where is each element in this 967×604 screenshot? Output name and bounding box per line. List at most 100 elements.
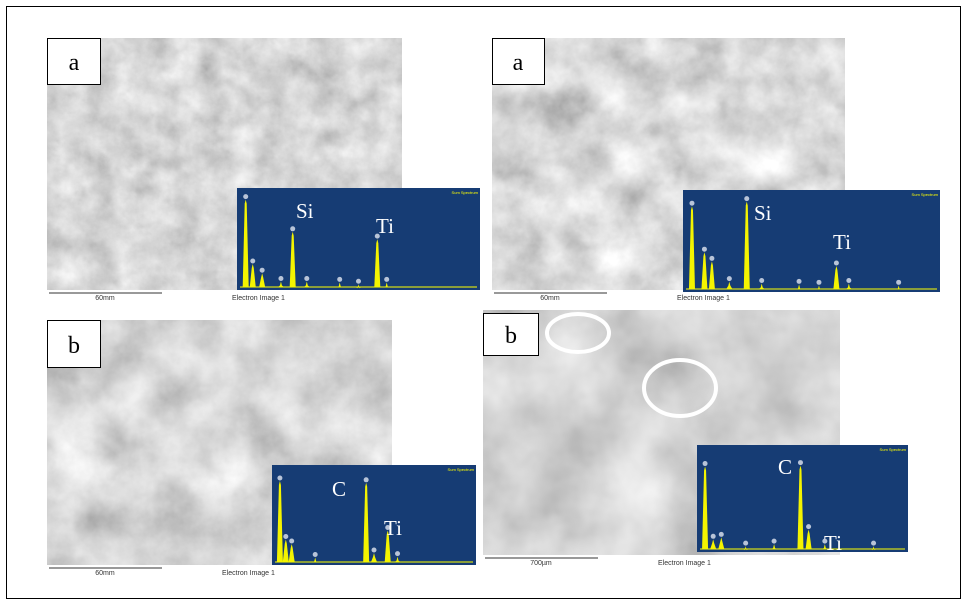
spectrum-peak xyxy=(303,281,310,287)
spectrum-peak xyxy=(821,544,828,549)
spectrum-peak xyxy=(870,546,877,551)
label-box xyxy=(47,38,101,85)
spectrum-peak xyxy=(805,529,812,549)
element-label: Ti xyxy=(384,516,402,540)
spectrum-peak xyxy=(289,231,296,287)
spectrum-peak xyxy=(895,285,902,290)
spectrum-plot xyxy=(683,190,940,292)
element-label: Ti xyxy=(833,230,851,254)
peak-marker xyxy=(312,552,318,557)
peak-marker xyxy=(701,246,707,252)
spectrum-peak xyxy=(384,530,391,562)
peak-marker xyxy=(395,551,401,557)
peak-marker xyxy=(718,531,724,537)
peak-marker xyxy=(702,461,708,467)
spectrum-peak xyxy=(718,537,725,549)
spectrum-peak xyxy=(336,282,343,287)
spectrum-peak xyxy=(708,261,715,289)
scale-label: 60mm xyxy=(95,570,115,577)
peak-marker xyxy=(822,538,828,544)
peak-marker xyxy=(744,196,750,202)
spectrum-peak xyxy=(312,557,319,562)
highlight-ring xyxy=(545,312,611,354)
scale-label: 60mm xyxy=(540,295,560,302)
panel-label: b xyxy=(505,323,517,349)
peak-marker xyxy=(283,534,289,539)
spectrum-peak xyxy=(288,544,295,562)
peak-marker xyxy=(806,524,812,530)
spectrum-title: Sum Spectrum xyxy=(452,190,479,195)
spectrum-peak xyxy=(771,544,778,549)
peak-marker xyxy=(709,255,715,261)
spectrum-peak xyxy=(363,482,370,562)
spectrum-peak xyxy=(742,546,749,551)
label-box xyxy=(47,320,101,368)
peak-marker xyxy=(243,194,249,200)
spectrum-peak xyxy=(374,239,381,287)
spectrum-peak xyxy=(249,264,256,287)
peak-marker xyxy=(796,278,802,284)
panel-label: a xyxy=(69,50,80,76)
peak-marker xyxy=(290,226,296,232)
element-label: C xyxy=(332,477,346,501)
spectrum-peak xyxy=(276,481,283,562)
scale-label: 700µm xyxy=(530,560,552,567)
spectrum-peak xyxy=(758,283,765,289)
peak-marker xyxy=(710,533,716,539)
spectrum-peak xyxy=(259,273,266,287)
peak-marker xyxy=(289,538,295,544)
panel-label: b xyxy=(68,333,80,359)
peak-marker xyxy=(816,279,822,285)
peak-marker xyxy=(743,540,749,546)
spectrum-peak xyxy=(277,281,284,287)
peak-marker xyxy=(278,275,284,281)
peak-marker xyxy=(337,276,343,282)
spectrum-peak xyxy=(242,199,249,287)
element-label: Ti xyxy=(824,531,842,555)
caption: Electron Image 1 xyxy=(232,295,285,302)
peak-marker xyxy=(384,276,390,282)
peak-marker xyxy=(363,477,369,483)
peak-marker xyxy=(896,279,902,285)
highlight-ring xyxy=(642,358,718,418)
element-label: Ti xyxy=(376,214,394,238)
spectrum-title: Sum Spectrum xyxy=(912,192,939,197)
caption: Electron Image 1 xyxy=(677,295,730,302)
element-label: Si xyxy=(754,201,772,225)
spectrum-peak xyxy=(688,206,695,289)
spectrum-peak xyxy=(833,266,840,289)
spectrum-peak xyxy=(726,281,733,289)
peak-marker xyxy=(689,200,695,206)
peak-marker xyxy=(356,278,361,284)
label-box xyxy=(492,38,545,85)
peak-marker xyxy=(726,276,732,282)
element-label: C xyxy=(778,455,792,479)
peak-marker xyxy=(259,267,265,273)
peak-marker xyxy=(277,475,283,481)
spectrum-peak xyxy=(702,466,709,549)
spectrum-title: Sum Spectrum xyxy=(448,467,475,472)
spectrum-plot xyxy=(237,188,480,290)
spectrum-peak xyxy=(282,539,289,562)
spectrum-peak xyxy=(710,539,717,549)
spectrum-peak xyxy=(394,556,401,562)
label-box xyxy=(483,313,539,356)
spectrum-peak xyxy=(355,284,362,289)
panel-label: a xyxy=(513,50,524,76)
spectrum-peak xyxy=(701,252,708,289)
spectrum-peak xyxy=(815,285,822,290)
caption: Electron Image 1 xyxy=(222,570,275,577)
peak-marker xyxy=(304,275,310,281)
spectrum-title: Sum Spectrum xyxy=(880,447,907,452)
peak-marker xyxy=(797,460,803,466)
caption: Electron Image 1 xyxy=(658,560,711,567)
spectrum-peak xyxy=(797,465,804,549)
element-label: Si xyxy=(296,199,314,223)
peak-marker xyxy=(371,547,377,553)
peak-marker xyxy=(846,277,852,283)
spectrum-peak xyxy=(383,282,390,287)
peak-marker xyxy=(385,525,391,530)
peak-marker xyxy=(833,260,839,266)
spectrum-peak xyxy=(743,201,750,289)
spectrum-peak xyxy=(796,284,803,289)
